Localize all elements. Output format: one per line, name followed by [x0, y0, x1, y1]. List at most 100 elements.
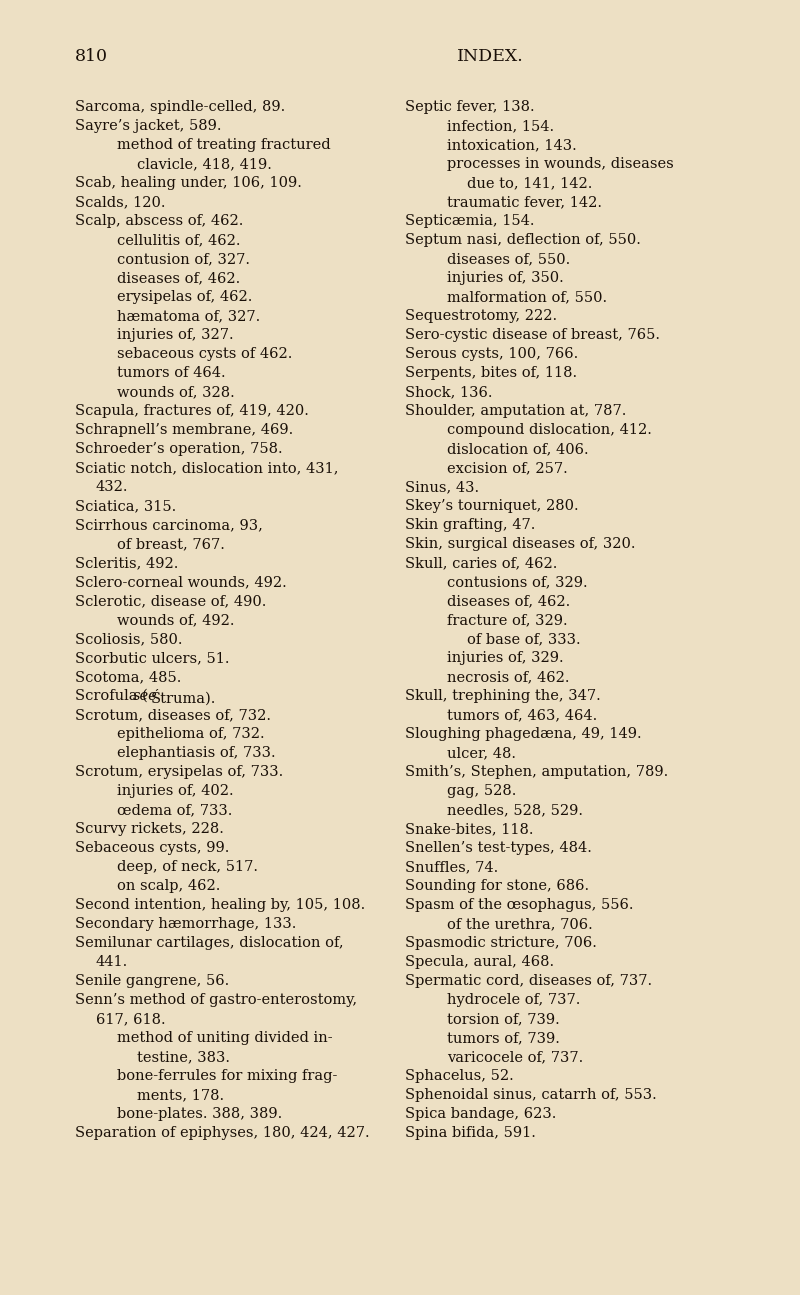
Text: Scrotum, erysipelas of, 733.: Scrotum, erysipelas of, 733.	[75, 765, 283, 780]
Text: Senn’s method of gastro-enterostomy,: Senn’s method of gastro-enterostomy,	[75, 993, 357, 1008]
Text: method of treating fractured: method of treating fractured	[117, 139, 330, 152]
Text: Serous cysts, 100, 766.: Serous cysts, 100, 766.	[405, 347, 578, 361]
Text: Serpents, bites of, 118.: Serpents, bites of, 118.	[405, 366, 577, 379]
Text: diseases of, 462.: diseases of, 462.	[117, 271, 240, 285]
Text: of base of, 333.: of base of, 333.	[467, 632, 581, 646]
Text: Scrofula (: Scrofula (	[75, 689, 148, 703]
Text: Scrotum, diseases of, 732.: Scrotum, diseases of, 732.	[75, 708, 271, 723]
Text: Skin, surgical diseases of, 320.: Skin, surgical diseases of, 320.	[405, 537, 635, 550]
Text: needles, 528, 529.: needles, 528, 529.	[446, 803, 582, 817]
Text: torsion of, 739.: torsion of, 739.	[446, 1011, 559, 1026]
Text: wounds of, 328.: wounds of, 328.	[117, 385, 234, 399]
Text: ments, 178.: ments, 178.	[138, 1088, 225, 1102]
Text: Spasmodic stricture, 706.: Spasmodic stricture, 706.	[405, 936, 597, 951]
Text: Secondary hæmorrhage, 133.: Secondary hæmorrhage, 133.	[75, 917, 296, 931]
Text: Schrapnell’s membrane, 469.: Schrapnell’s membrane, 469.	[75, 423, 294, 436]
Text: Sclero-corneal wounds, 492.: Sclero-corneal wounds, 492.	[75, 575, 286, 589]
Text: hydrocele of, 737.: hydrocele of, 737.	[446, 993, 580, 1008]
Text: compound dislocation, 412.: compound dislocation, 412.	[446, 423, 651, 436]
Text: Scorbutic ulcers, 51.: Scorbutic ulcers, 51.	[75, 651, 230, 666]
Text: method of uniting divided in-: method of uniting divided in-	[117, 1031, 332, 1045]
Text: Scleritis, 492.: Scleritis, 492.	[75, 556, 178, 570]
Text: Scotoma, 485.: Scotoma, 485.	[75, 670, 182, 684]
Text: Sloughing phagedæna, 49, 149.: Sloughing phagedæna, 49, 149.	[405, 726, 642, 741]
Text: ulcer, 48.: ulcer, 48.	[446, 746, 516, 760]
Text: Shock, 136.: Shock, 136.	[405, 385, 493, 399]
Text: Separation of epiphyses, 180, 424, 427.: Separation of epiphyses, 180, 424, 427.	[75, 1125, 370, 1140]
Text: bone-plates. 388, 389.: bone-plates. 388, 389.	[117, 1107, 282, 1121]
Text: Sequestrotomy, 222.: Sequestrotomy, 222.	[405, 310, 557, 322]
Text: Sphacelus, 52.: Sphacelus, 52.	[405, 1068, 514, 1083]
Text: Scirrhous carcinoma, 93,: Scirrhous carcinoma, 93,	[75, 518, 263, 532]
Text: Sphenoidal sinus, catarrh of, 553.: Sphenoidal sinus, catarrh of, 553.	[405, 1088, 657, 1102]
Text: 432.: 432.	[96, 480, 128, 493]
Text: injuries of, 327.: injuries of, 327.	[117, 328, 234, 342]
Text: of breast, 767.: of breast, 767.	[117, 537, 225, 550]
Text: Spica bandage, 623.: Spica bandage, 623.	[405, 1107, 556, 1121]
Text: Skin grafting, 47.: Skin grafting, 47.	[405, 518, 535, 532]
Text: Sciatic notch, dislocation into, 431,: Sciatic notch, dislocation into, 431,	[75, 461, 338, 475]
Text: deep, of neck, 517.: deep, of neck, 517.	[117, 860, 258, 874]
Text: Śtruma).: Śtruma).	[151, 689, 216, 706]
Text: Snuffles, 74.: Snuffles, 74.	[405, 860, 498, 874]
Text: contusion of, 327.: contusion of, 327.	[117, 253, 250, 265]
Text: hæmatoma of, 327.: hæmatoma of, 327.	[117, 310, 260, 322]
Text: bone-ferrules for mixing frag-: bone-ferrules for mixing frag-	[117, 1068, 337, 1083]
Text: malformation of, 550.: malformation of, 550.	[446, 290, 606, 304]
Text: Sarcoma, spindle-celled, 89.: Sarcoma, spindle-celled, 89.	[75, 100, 286, 114]
Text: 810: 810	[75, 48, 108, 65]
Text: œdema of, 733.: œdema of, 733.	[117, 803, 232, 817]
Text: injuries of, 402.: injuries of, 402.	[117, 783, 234, 798]
Text: of the urethra, 706.: of the urethra, 706.	[446, 917, 592, 931]
Text: Shoulder, amputation at, 787.: Shoulder, amputation at, 787.	[405, 404, 626, 418]
Text: see: see	[133, 689, 158, 703]
Text: Septicæmia, 154.: Septicæmia, 154.	[405, 214, 534, 228]
Text: Sinus, 43.: Sinus, 43.	[405, 480, 479, 493]
Text: Septic fever, 138.: Septic fever, 138.	[405, 100, 534, 114]
Text: clavicle, 418, 419.: clavicle, 418, 419.	[138, 157, 272, 171]
Text: 617, 618.: 617, 618.	[96, 1011, 166, 1026]
Text: wounds of, 492.: wounds of, 492.	[117, 613, 234, 627]
Text: intoxication, 143.: intoxication, 143.	[446, 139, 576, 152]
Text: sebaceous cysts of 462.: sebaceous cysts of 462.	[117, 347, 292, 361]
Text: Scalds, 120.: Scalds, 120.	[75, 196, 166, 208]
Text: Snake-bites, 118.: Snake-bites, 118.	[405, 822, 534, 837]
Text: Sayre’s jacket, 589.: Sayre’s jacket, 589.	[75, 119, 222, 133]
Text: Scoliosis, 580.: Scoliosis, 580.	[75, 632, 182, 646]
Text: Sclerotic, disease of, 490.: Sclerotic, disease of, 490.	[75, 594, 266, 607]
Text: tumors of, 739.: tumors of, 739.	[446, 1031, 559, 1045]
Text: Scab, healing under, 106, 109.: Scab, healing under, 106, 109.	[75, 176, 302, 190]
Text: contusions of, 329.: contusions of, 329.	[446, 575, 587, 589]
Text: Sebaceous cysts, 99.: Sebaceous cysts, 99.	[75, 840, 230, 855]
Text: due to, 141, 142.: due to, 141, 142.	[467, 176, 593, 190]
Text: Skull, trephining the, 347.: Skull, trephining the, 347.	[405, 689, 601, 703]
Text: Sciatica, 315.: Sciatica, 315.	[75, 499, 176, 513]
Text: gag, 528.: gag, 528.	[446, 783, 516, 798]
Text: necrosis of, 462.: necrosis of, 462.	[446, 670, 569, 684]
Text: fracture of, 329.: fracture of, 329.	[446, 613, 567, 627]
Text: tumors of 464.: tumors of 464.	[117, 366, 226, 379]
Text: traumatic fever, 142.: traumatic fever, 142.	[446, 196, 602, 208]
Text: diseases of, 462.: diseases of, 462.	[446, 594, 570, 607]
Text: varicocele of, 737.: varicocele of, 737.	[446, 1050, 583, 1064]
Text: dislocation of, 406.: dislocation of, 406.	[446, 442, 588, 456]
Text: INDEX.: INDEX.	[457, 48, 523, 65]
Text: on scalp, 462.: on scalp, 462.	[117, 879, 220, 894]
Text: erysipelas of, 462.: erysipelas of, 462.	[117, 290, 252, 304]
Text: 441.: 441.	[96, 954, 128, 969]
Text: Spermatic cord, diseases of, 737.: Spermatic cord, diseases of, 737.	[405, 974, 652, 988]
Text: injuries of, 329.: injuries of, 329.	[446, 651, 563, 666]
Text: Scapula, fractures of, 419, 420.: Scapula, fractures of, 419, 420.	[75, 404, 309, 418]
Text: Schroeder’s operation, 758.: Schroeder’s operation, 758.	[75, 442, 282, 456]
Text: processes in wounds, diseases: processes in wounds, diseases	[446, 157, 674, 171]
Text: Smith’s, Stephen, amputation, 789.: Smith’s, Stephen, amputation, 789.	[405, 765, 668, 780]
Text: Spasm of the œsophagus, 556.: Spasm of the œsophagus, 556.	[405, 897, 634, 912]
Text: Skey’s tourniquet, 280.: Skey’s tourniquet, 280.	[405, 499, 578, 513]
Text: Scurvy rickets, 228.: Scurvy rickets, 228.	[75, 822, 224, 837]
Text: Spina bifida, 591.: Spina bifida, 591.	[405, 1125, 536, 1140]
Text: Scalp, abscess of, 462.: Scalp, abscess of, 462.	[75, 214, 243, 228]
Text: Sero-cystic disease of breast, 765.: Sero-cystic disease of breast, 765.	[405, 328, 660, 342]
Text: testine, 383.: testine, 383.	[138, 1050, 230, 1064]
Text: Sounding for stone, 686.: Sounding for stone, 686.	[405, 879, 589, 894]
Text: diseases of, 550.: diseases of, 550.	[446, 253, 570, 265]
